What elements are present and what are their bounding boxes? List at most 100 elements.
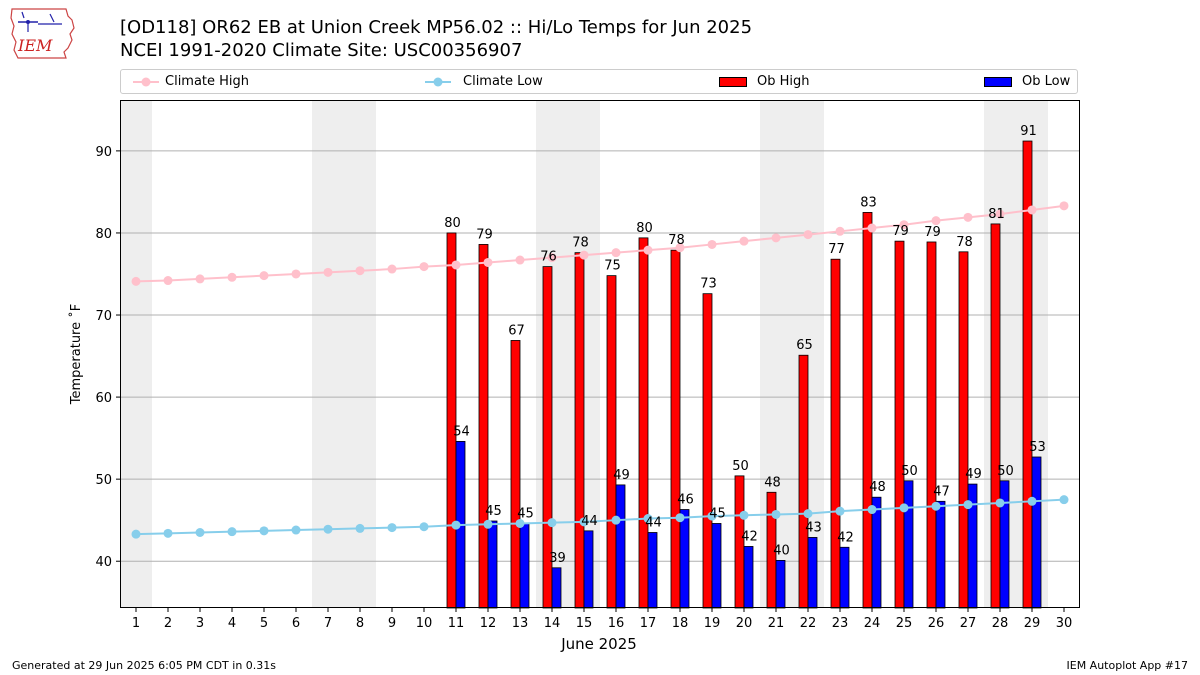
climate-low-point (515, 518, 525, 528)
x-tick-label: 17 (640, 616, 657, 631)
climate-low-point (355, 523, 365, 533)
ob-low-bar-day-23 (839, 546, 850, 609)
climate-high-point (163, 276, 173, 286)
climate-low-point (611, 515, 621, 525)
climate-low-point (291, 525, 301, 535)
x-tick-label: 26 (928, 616, 945, 631)
gridlines (120, 150, 1080, 562)
ob-high-label-day-29: 91 (1020, 124, 1037, 139)
y-tick-label: 80 (95, 227, 112, 242)
x-tick-label: 5 (260, 616, 268, 631)
x-tick-label: 23 (832, 616, 849, 631)
climate-high-point (387, 264, 397, 274)
ob-high-label-day-21: 48 (764, 475, 781, 490)
climate-high-point (579, 250, 589, 260)
ob-low-bar-day-12 (487, 520, 498, 609)
climate-low-point (771, 509, 781, 519)
x-tick-label: 10 (416, 616, 433, 631)
footer-generated: Generated at 29 Jun 2025 6:05 PM CDT in … (12, 659, 277, 672)
ob-high-bar-day-23 (830, 258, 841, 609)
ob-low-bar-day-21 (775, 560, 786, 609)
climate-high-point (835, 226, 845, 236)
ob-low-label-day-28: 50 (997, 464, 1014, 479)
climate-low-point (163, 528, 173, 538)
y-tick-label: 60 (95, 391, 112, 406)
ob-low-label-day-25: 50 (901, 464, 918, 479)
ob-high-label-day-15: 78 (572, 236, 589, 251)
climate-low-point (995, 498, 1005, 508)
ob-low-bar-day-24 (871, 496, 882, 609)
x-tick-label: 4 (228, 616, 236, 631)
x-tick-label: 12 (480, 616, 497, 631)
ob-high-bar-day-26 (926, 241, 937, 609)
ob-high-label-day-22: 65 (796, 338, 813, 353)
climate-low-point (963, 500, 973, 510)
climate-high-point (867, 223, 877, 233)
climate-low-point (675, 513, 685, 523)
climate-low-point (803, 509, 813, 519)
climate-low-point (867, 505, 877, 515)
climate-high-point (995, 209, 1005, 219)
ob-high-label-day-19: 73 (700, 277, 717, 292)
weekend-band (120, 100, 152, 608)
ob-high-label-day-26: 79 (924, 225, 941, 240)
climate-high-point (707, 239, 717, 249)
ob-high-label-day-24: 83 (860, 195, 877, 210)
climate-low-point (451, 520, 461, 530)
x-tick-label: 15 (576, 616, 593, 631)
climate-low-point (195, 527, 205, 537)
ob-low-bar-day-20 (743, 546, 754, 609)
x-tick-label: 27 (960, 616, 977, 631)
ob-high-bar-day-22 (798, 354, 809, 609)
y-tick-label: 40 (95, 555, 112, 570)
ob-low-bar-day-18 (679, 509, 690, 609)
ob-low-label-day-19: 45 (709, 506, 726, 521)
climate-high-point (131, 276, 141, 286)
x-tick-label: 29 (1024, 616, 1041, 631)
legend-label: Ob High (757, 74, 810, 89)
ob-high-label-day-20: 50 (732, 459, 749, 474)
ob-high-bar-day-19 (702, 293, 713, 609)
chart-title: [OD118] OR62 EB at Union Creek MP56.02 :… (120, 17, 753, 38)
ob-low-bar-day-15 (583, 530, 594, 609)
climate-low-point (931, 501, 941, 511)
climate-low-point (707, 511, 717, 521)
x-tick-label: 8 (356, 616, 364, 631)
climate-low-line (135, 498, 1065, 536)
ob-low-label-day-23: 42 (837, 530, 854, 545)
ob-low-label-day-17: 44 (645, 515, 662, 530)
ob-high-bar-day-27 (958, 251, 969, 609)
chart-subtitle: NCEI 1991-2020 Climate Site: USC00356907 (120, 40, 523, 61)
plot-frame (120, 100, 1080, 608)
climate-high-point (611, 248, 621, 258)
x-tick-label: 24 (864, 616, 881, 631)
ob-high-label-day-11: 80 (444, 216, 461, 231)
climate-high-point (547, 253, 557, 263)
ob-high-label-day-17: 80 (636, 221, 653, 236)
x-tick-label: 2 (164, 616, 172, 631)
ob-high-label-day-25: 79 (892, 224, 909, 239)
x-tick-label: 19 (704, 616, 721, 631)
climate-high-point (483, 257, 493, 267)
ob-high-label-day-28: 81 (988, 207, 1005, 222)
climate-low-point (131, 529, 141, 539)
ob-high-bar-day-15 (574, 252, 585, 609)
y-tick-label: 70 (95, 309, 112, 324)
climate-high-point (355, 266, 365, 276)
ob-low-label-day-13: 45 (517, 506, 534, 521)
x-tick-label: 16 (608, 616, 625, 631)
ob-low-bar-day-22 (807, 537, 818, 609)
ob-low-label-day-18: 46 (677, 493, 694, 508)
climate-low-point (227, 527, 237, 537)
weekend-band (312, 100, 376, 608)
ob-high-label-day-18: 78 (668, 233, 685, 248)
ob-low-label-day-11: 54 (453, 424, 470, 439)
ob-low-label-day-12: 45 (485, 504, 502, 519)
climate-low-point (579, 517, 589, 527)
ob-high-bar-day-18 (670, 249, 681, 609)
x-tick-label: 7 (324, 616, 332, 631)
ob-high-bar-day-28 (990, 223, 1001, 609)
climate-low-point (323, 524, 333, 534)
ob-high-label-day-27: 78 (956, 235, 973, 250)
climate-high-point (643, 245, 653, 255)
